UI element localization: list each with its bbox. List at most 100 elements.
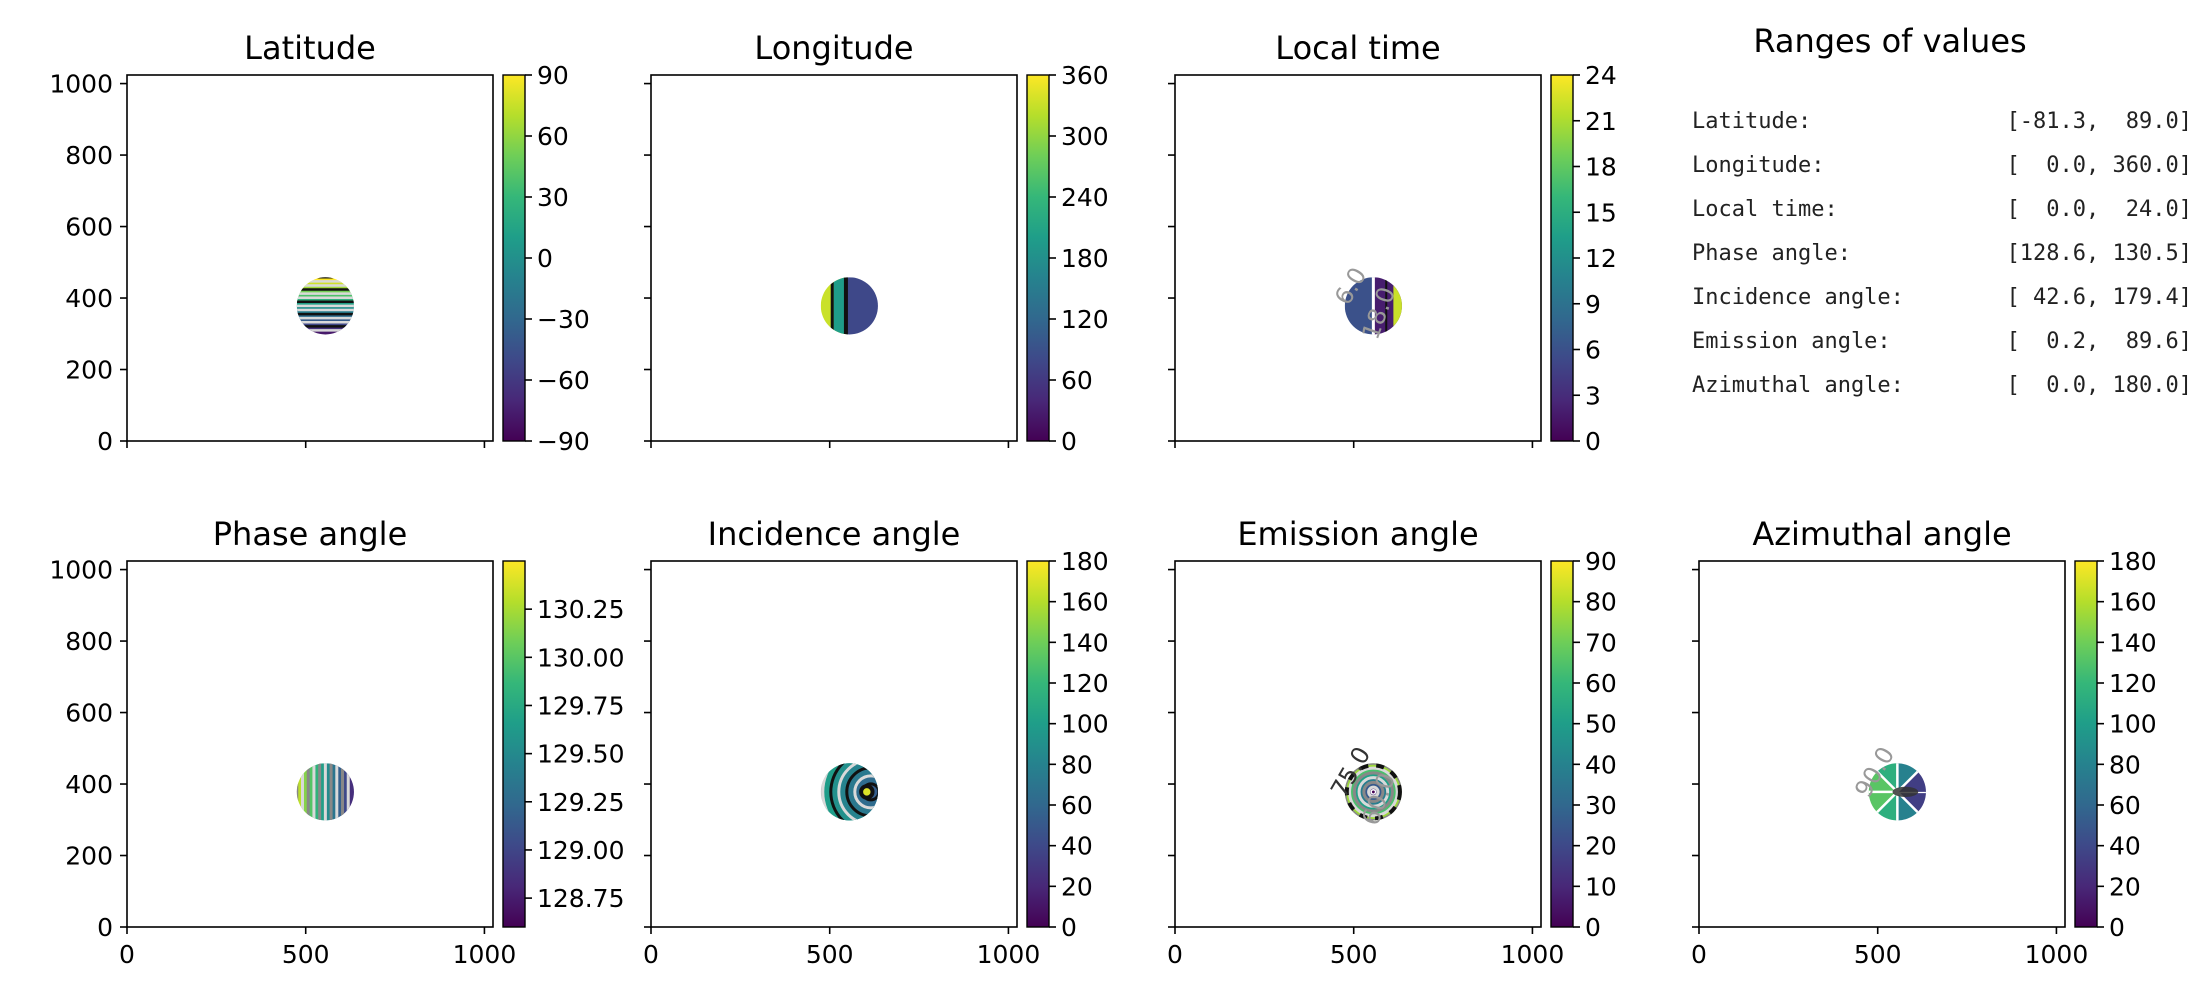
azimuth-sector bbox=[1868, 791, 1898, 821]
latitude-band bbox=[296, 309, 354, 315]
latitude-band bbox=[296, 318, 354, 323]
colorbar-tick-label: 90 bbox=[537, 61, 569, 90]
contour-line bbox=[1868, 791, 1899, 821]
phase-stripe bbox=[325, 763, 332, 821]
colorbar-tick-label: −30 bbox=[537, 305, 590, 334]
colorbar-tick-label: 120 bbox=[1061, 305, 1109, 334]
colorbar bbox=[2074, 560, 2098, 928]
phase-stripe bbox=[348, 763, 354, 821]
phase-stripe bbox=[342, 763, 349, 821]
latitude-band bbox=[296, 301, 354, 307]
colorbar-tick-label: 40 bbox=[1585, 750, 1617, 779]
colorbar-tick-label: 21 bbox=[1585, 107, 1617, 136]
colorbar-tick-label: 30 bbox=[537, 183, 569, 212]
x-tick-label: 1000 bbox=[2025, 940, 2089, 969]
y-tick-label: 0 bbox=[97, 913, 113, 942]
colorbar-tick-label: 180 bbox=[1061, 244, 1109, 273]
colorbar-tick-label: 120 bbox=[2109, 669, 2157, 698]
phase-stripe bbox=[319, 763, 326, 821]
colorbar-tick-label: 300 bbox=[1061, 122, 1109, 151]
colorbar-tick-label: 30 bbox=[1585, 791, 1617, 820]
azimuth-sector bbox=[1868, 763, 1898, 792]
colorbar-tick-label: 129.00 bbox=[537, 836, 624, 865]
range-value: [ 42.6, 179.4] bbox=[2006, 285, 2192, 310]
colorbar bbox=[502, 74, 526, 442]
colorbar-tick-label: 60 bbox=[1061, 791, 1093, 820]
latitude-band bbox=[296, 285, 354, 291]
x-tick-label: 1000 bbox=[453, 940, 517, 969]
latitude-band bbox=[296, 281, 354, 286]
colorbar-tick-label: 20 bbox=[1585, 832, 1617, 861]
colorbar-tick-label: 15 bbox=[1585, 198, 1617, 227]
colorbar-tick-label: 10 bbox=[1585, 872, 1617, 901]
azimuth-sector bbox=[1897, 763, 1926, 792]
colorbar-tick-label: 130.25 bbox=[537, 595, 624, 624]
colorbar-tick-label: 40 bbox=[2109, 832, 2141, 861]
ranges-row: Phase angle: [128.6, 130.5] bbox=[1692, 232, 2192, 276]
planet-disk bbox=[296, 277, 354, 335]
colorbar-tick-label: 240 bbox=[1061, 183, 1109, 212]
colorbar-tick-label: 129.50 bbox=[537, 740, 624, 769]
colorbar-tick-label: 0 bbox=[1585, 427, 1601, 456]
x-tick-label: 500 bbox=[282, 940, 330, 969]
azimuth-sector bbox=[1897, 791, 1926, 821]
plot-frame bbox=[126, 560, 494, 928]
latitude-band bbox=[296, 322, 354, 327]
x-tick-label: 1000 bbox=[977, 940, 1041, 969]
chart-title: Azimuthal angle bbox=[1752, 515, 2011, 553]
range-value: [ 0.2, 89.6] bbox=[2006, 329, 2192, 354]
y-tick-label: 1000 bbox=[49, 70, 113, 99]
colorbar-tick-label: 128.75 bbox=[537, 884, 624, 913]
colorbar-tick-label: 0 bbox=[2109, 913, 2125, 942]
plot-frame bbox=[1174, 560, 1542, 928]
colorbar-tick-label: 129.25 bbox=[537, 788, 624, 817]
phase-stripe bbox=[313, 763, 321, 821]
colorbar-tick-label: 180 bbox=[2109, 547, 2157, 576]
colorbar-tick-label: 120 bbox=[1061, 669, 1109, 698]
colorbar bbox=[1026, 74, 1050, 442]
colorbar-tick-label: 80 bbox=[1585, 588, 1617, 617]
x-tick-label: 500 bbox=[806, 940, 854, 969]
range-value: [ 0.0, 360.0] bbox=[2006, 153, 2192, 178]
colorbar-tick-label: 129.75 bbox=[537, 691, 624, 720]
phase-stripe bbox=[296, 763, 303, 821]
colorbar-tick-label: 80 bbox=[2109, 750, 2141, 779]
longitude-region bbox=[833, 277, 846, 335]
chart-title: Incidence angle bbox=[708, 515, 961, 553]
latitude-band bbox=[296, 289, 354, 295]
chart-title: Local time bbox=[1275, 29, 1440, 67]
colorbar-tick-label: 60 bbox=[1585, 669, 1617, 698]
y-tick-label: 600 bbox=[65, 699, 113, 728]
colorbar-tick-label: 140 bbox=[2109, 628, 2157, 657]
colorbar-tick-label: 360 bbox=[1061, 61, 1109, 90]
colorbar-tick-label: 40 bbox=[1061, 832, 1093, 861]
x-tick-label: 0 bbox=[119, 940, 135, 969]
colorbar-tick-label: 90 bbox=[1585, 547, 1617, 576]
y-tick-label: 1000 bbox=[49, 556, 113, 585]
colorbar-tick-label: 20 bbox=[1061, 872, 1093, 901]
chart-panel: Incidence angle 0 500 1000 180 160 140 120 100 80… bbox=[643, 515, 1109, 969]
emission-center bbox=[1371, 790, 1375, 794]
colorbar-tick-label: 100 bbox=[2109, 710, 2157, 739]
range-value: [ 0.0, 24.0] bbox=[2006, 197, 2192, 222]
range-value: [-81.3, 89.0] bbox=[2006, 109, 2192, 134]
colorbar bbox=[1026, 560, 1050, 928]
x-tick-label: 0 bbox=[1691, 940, 1707, 969]
plot-frame bbox=[650, 560, 1018, 928]
planet-disk bbox=[1344, 763, 1402, 821]
colorbar-tick-label: 18 bbox=[1585, 153, 1617, 182]
latitude-band bbox=[296, 277, 354, 282]
colorbar bbox=[1550, 560, 1574, 928]
colorbar-tick-label: 160 bbox=[2109, 588, 2157, 617]
colorbar-tick-label: 60 bbox=[1061, 366, 1093, 395]
colorbar-tick-label: 0 bbox=[1585, 913, 1601, 942]
colorbar bbox=[502, 560, 526, 928]
ranges-row: Longitude: [ 0.0, 360.0] bbox=[1692, 144, 2192, 188]
range-name: Azimuthal angle: bbox=[1692, 373, 1904, 398]
colorbar-tick-label: 0 bbox=[1061, 913, 1077, 942]
chart-panel: Phase angle 0 500 1000 0 200 400 600 800 1000 130.… bbox=[49, 515, 624, 969]
chart-panel: Longitude 360 300 240 180 120 60 0 bbox=[644, 29, 1109, 456]
colorbar-tick-label: 180 bbox=[1061, 547, 1109, 576]
